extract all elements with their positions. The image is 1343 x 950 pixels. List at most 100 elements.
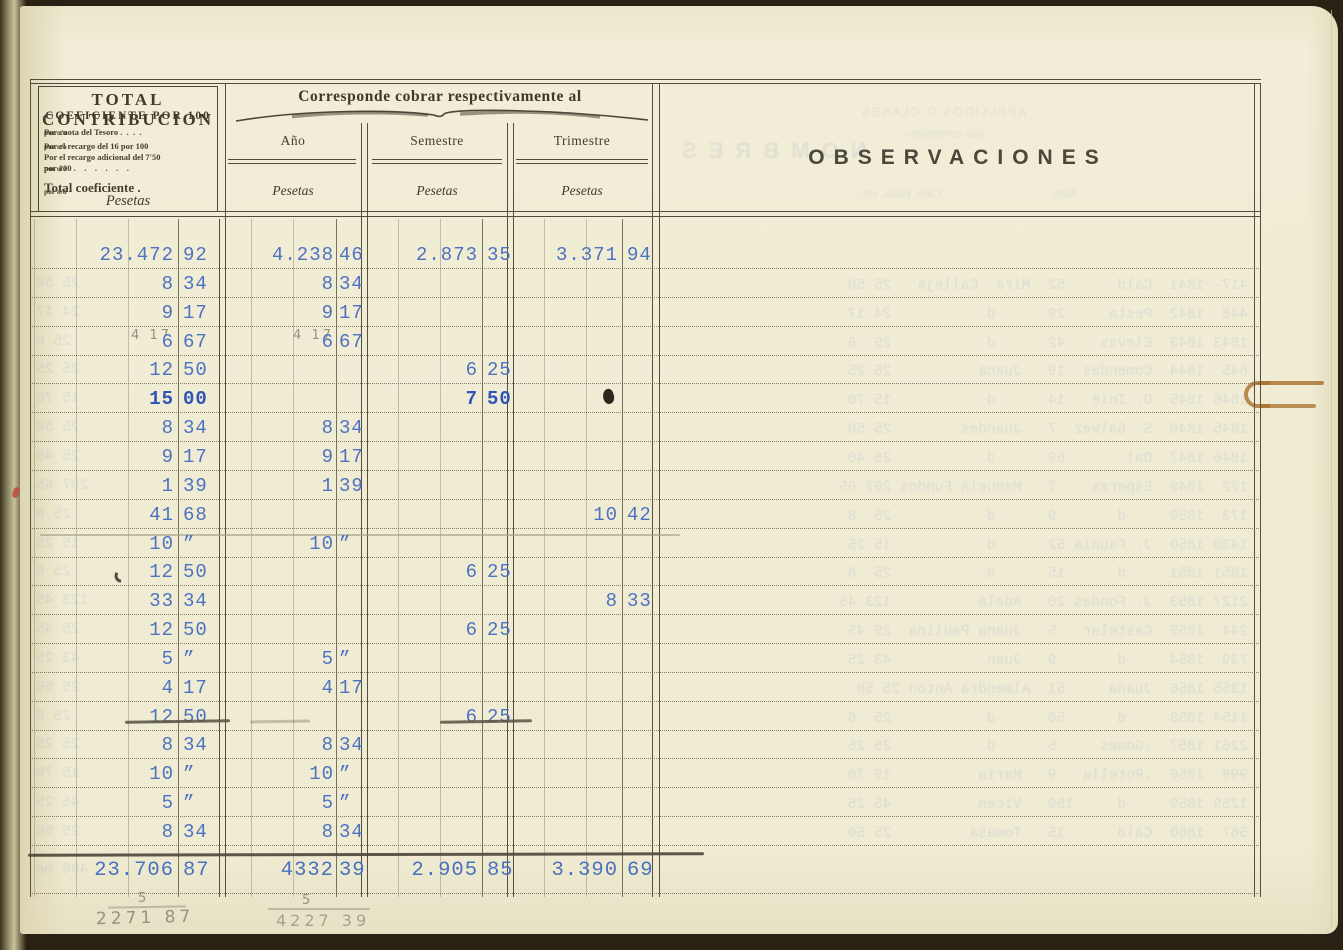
row-8-total_c-value: 17 [183, 446, 208, 468]
row-18-ano-value: 8 [321, 734, 334, 756]
coefficient-line: Por el recargo adicional del 7'50 [44, 151, 214, 162]
pencil-underline [268, 908, 370, 910]
row-7-ano-value: 8 [321, 417, 334, 439]
row-20-ano_c-value: ” [339, 792, 352, 814]
row-13-total-value: 33 [149, 590, 174, 612]
grid-vline [398, 219, 399, 897]
row-3-total-value: 9 [161, 302, 174, 324]
bleed-through-text: 25 6 [36, 564, 71, 580]
row-6-sem_c-value: 50 [487, 388, 512, 410]
row-totals-total_c-value: 87 [183, 859, 210, 882]
row-15-total_c-value: ” [183, 648, 196, 670]
row-16-ano-value: 4 [321, 677, 334, 699]
coefficient-line: Total coeficiente . por o/o [44, 180, 214, 196]
row-7-total_c-value: 34 [183, 417, 208, 439]
row-13-total_c-value: 34 [183, 590, 208, 612]
pencil-mark-5-total: 5 [138, 891, 147, 906]
coefficient-line: Por el recargo del 16 por 100 por o/o [44, 140, 214, 151]
pencil-sum-ano: 4227 39 [276, 911, 371, 930]
rust-paperclip-mark [1258, 381, 1324, 385]
grid-hline [30, 211, 1261, 212]
bleed-through-text: 1259 1859 d 150 Vicen 45 25 [847, 797, 1248, 813]
bleed-through-text: 25 50 [36, 680, 80, 696]
row-dotted-line [30, 326, 1261, 327]
row-10-tri-value: 10 [593, 504, 618, 526]
bleed-through-text: 45 25 [36, 795, 80, 811]
grid-vline [652, 84, 653, 897]
corresponde-title: Corresponde cobrar respectivamente al [298, 88, 582, 105]
row-4-ano_c-value: 67 [339, 331, 364, 353]
row-17-total_c-value: 50 [183, 706, 208, 728]
row-1-total-value: 23.472 [99, 244, 174, 266]
grid-hline [228, 159, 356, 160]
bleed-through-text: 448 1842 Pesta 29 d 24 17 [847, 307, 1248, 323]
bleed-through-text: 25 6 [36, 709, 71, 725]
row-8-total-value: 9 [161, 446, 174, 468]
bleed-through-text: 244 1855 Castelar 5 Juana Paulina 25 45 [847, 624, 1248, 640]
row-dotted-line [30, 470, 1261, 471]
bleed-through-text: 25 50 [36, 420, 80, 436]
pencil-sum-total: 2271 87 [95, 906, 195, 930]
row-18-total_c-value: 34 [183, 734, 208, 756]
grid-vline [1260, 84, 1261, 897]
row-dotted-line [30, 701, 1261, 702]
row-1-tri_c-value: 94 [627, 244, 652, 266]
row-14-total_c-value: 50 [183, 619, 208, 641]
bleed-through-text: 1851 1851 d 15 d 25 6 [847, 566, 1248, 582]
row-1-total_c-value: 92 [183, 244, 208, 266]
bleed-through-text: 2261 1857 .Gomes 5 d 25 25 [847, 739, 1248, 755]
row-14-sem-value: 6 [465, 619, 478, 641]
coefficient-line: Por cuota del Tesoro . . . . por o/o [44, 126, 214, 137]
row-12-sem-value: 6 [465, 561, 478, 583]
coefficient-line-label: Total coeficiente . [44, 180, 141, 195]
row-9-ano_c-value: 39 [339, 475, 364, 497]
grid-vline [361, 123, 362, 897]
bleed-through-text: 25 25 [36, 737, 80, 753]
row-totals-sem_c-value: 85 [487, 859, 514, 882]
row-dotted-line [30, 758, 1261, 759]
bleed-through-text: 645 1844 Comendas 19 Juana 25 25 [847, 364, 1248, 380]
row-5-total_c-value: 50 [183, 359, 208, 381]
decorative-swash [235, 109, 649, 122]
row-1-tri-value: 3.371 [555, 244, 618, 266]
grid-hline [30, 79, 1261, 80]
row-21-total_c-value: 34 [183, 821, 208, 843]
row-5-sem-value: 6 [465, 359, 478, 381]
row-dotted-line [30, 614, 1261, 615]
row-16-total_c-value: 17 [183, 677, 208, 699]
row-dotted-line [30, 528, 1261, 529]
row-totals-tri-value: 3.390 [551, 859, 618, 882]
row-21-total-value: 8 [161, 821, 174, 843]
column-header-ano: Año [280, 133, 306, 148]
row-totals-sem-value: 2.905 [411, 859, 478, 882]
bleed-through-text: 15 70 [36, 391, 80, 407]
row-1-ano_c-value: 46 [339, 244, 364, 266]
row-18-ano_c-value: 34 [339, 734, 364, 756]
bleed-through-text: 25 45 [36, 622, 80, 638]
grid-hline [372, 163, 502, 164]
row-2-total-value: 8 [161, 273, 174, 295]
row-dotted-line [30, 787, 1261, 788]
bleed-through-text: 1843 1843 Elevas 42 d 25 6 [847, 336, 1248, 352]
bleed-through-text: Núm. [1050, 188, 1077, 200]
total-contribucion-title: TOTAL CONTRIBUCION [41, 90, 215, 129]
pesetas-label-left: Pesetas [105, 193, 151, 209]
row-11-ano_c-value: ” [339, 533, 352, 555]
row-2-ano_c-value: 34 [339, 273, 364, 295]
row-dotted-line [30, 585, 1261, 586]
grid-hline [228, 163, 356, 164]
bleed-through-text: que contribuyen [905, 128, 984, 140]
row-9-total-value: 1 [161, 475, 174, 497]
row-15-total-value: 5 [161, 648, 174, 670]
row-21-ano-value: 8 [321, 821, 334, 843]
pencil-interline-total: 4 17 [131, 328, 172, 343]
row-dotted-line [30, 499, 1261, 500]
row-3-ano_c-value: 17 [339, 302, 364, 324]
grid-vline [659, 84, 660, 897]
pencil-mark-5-ano: 5 [302, 893, 311, 908]
row-1-ano-value: 4.238 [271, 244, 334, 266]
coefficient-line-label: Por el recargo adicional del 7'50 [44, 152, 161, 162]
row-19-total_c-value: ” [183, 763, 196, 785]
row-dotted-line [30, 893, 1261, 894]
